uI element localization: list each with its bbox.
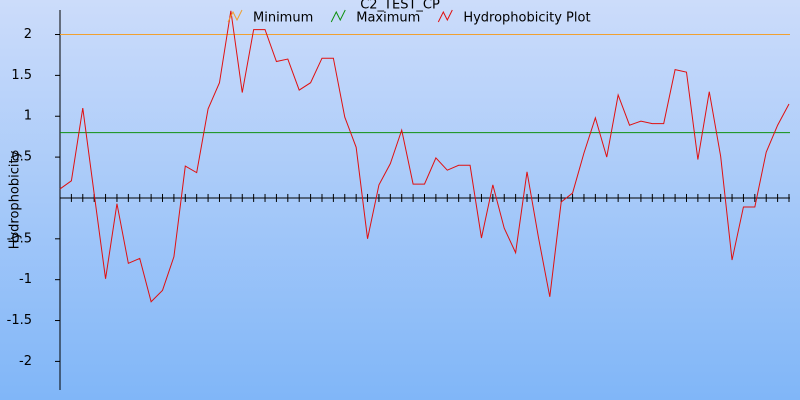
- legend-label: Minimum: [253, 11, 313, 26]
- y-tick-label: -0.5: [7, 231, 32, 246]
- data-line: [59, 10, 790, 303]
- y-tick-label: -1.5: [7, 313, 32, 328]
- y-tick-label: -2: [19, 354, 32, 369]
- legend-label: Maximum: [356, 11, 420, 26]
- y-tick-label: 1.5: [11, 68, 32, 83]
- y-tick-label: -1: [19, 272, 32, 287]
- legend-icon: [437, 9, 453, 23]
- y-tick-label: 2: [24, 27, 32, 42]
- chart-title: C2_TEST_CP: [360, 0, 440, 13]
- y-axis-label: Hydrophobicity: [8, 150, 23, 249]
- legend-icon: [330, 9, 346, 23]
- legend-icon: [227, 9, 243, 23]
- y-tick-label: 0.5: [11, 150, 32, 165]
- y-tick-label: 1: [24, 109, 32, 124]
- legend-label: Hydrophobicity Plot: [463, 11, 590, 26]
